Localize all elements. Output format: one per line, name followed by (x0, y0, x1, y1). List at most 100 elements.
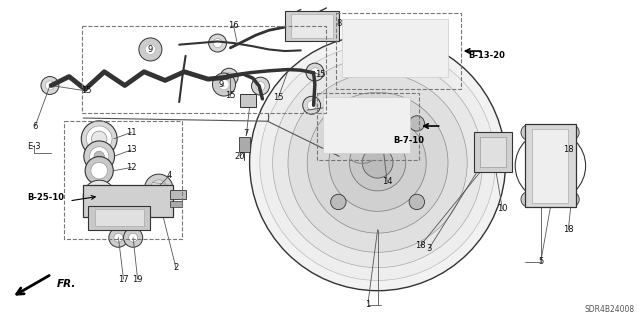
Text: 4: 4 (167, 171, 172, 180)
Circle shape (564, 192, 579, 207)
Circle shape (256, 82, 265, 91)
Text: 9: 9 (148, 45, 153, 54)
Text: 6: 6 (33, 122, 38, 130)
Text: B-25-10: B-25-10 (28, 193, 65, 202)
Circle shape (310, 68, 319, 77)
Bar (170, 201, 182, 207)
Text: 16: 16 (228, 21, 239, 30)
Text: E-3: E-3 (27, 142, 41, 151)
Circle shape (85, 157, 113, 185)
Text: 10: 10 (497, 204, 508, 213)
Circle shape (526, 142, 575, 190)
Bar (323, 97, 410, 153)
Circle shape (41, 77, 59, 94)
Text: 2: 2 (173, 263, 179, 272)
Circle shape (331, 194, 346, 210)
Circle shape (145, 44, 156, 55)
Circle shape (83, 180, 115, 212)
Circle shape (260, 45, 495, 280)
Bar (285, 11, 339, 41)
Circle shape (94, 151, 104, 161)
Circle shape (349, 135, 406, 191)
Text: 17: 17 (118, 275, 129, 284)
Text: 19: 19 (132, 275, 143, 284)
Circle shape (145, 174, 173, 202)
Bar (239, 137, 250, 152)
Circle shape (409, 116, 424, 131)
Circle shape (307, 101, 316, 110)
Circle shape (252, 77, 269, 95)
Circle shape (81, 121, 117, 157)
Text: 9: 9 (218, 80, 223, 89)
Text: 18: 18 (563, 145, 573, 154)
Text: 14: 14 (382, 177, 392, 186)
Circle shape (90, 147, 109, 166)
Circle shape (212, 73, 236, 96)
Circle shape (45, 81, 54, 90)
Circle shape (329, 114, 426, 211)
Text: SDR4B24008: SDR4B24008 (585, 305, 635, 314)
Circle shape (331, 116, 346, 131)
Bar (83, 185, 173, 217)
Circle shape (139, 38, 162, 61)
Text: 5: 5 (538, 257, 543, 266)
Text: 15: 15 (81, 86, 92, 95)
Bar (240, 94, 256, 107)
Bar (480, 137, 506, 167)
Circle shape (89, 186, 109, 206)
Bar (88, 206, 150, 230)
Circle shape (84, 141, 115, 172)
Circle shape (306, 63, 324, 81)
Circle shape (124, 228, 143, 247)
Circle shape (409, 194, 424, 210)
Circle shape (362, 147, 393, 178)
Text: 3: 3 (426, 244, 431, 253)
Bar (291, 14, 333, 38)
Text: 20: 20 (235, 152, 245, 161)
Circle shape (307, 92, 448, 233)
Circle shape (521, 125, 536, 140)
Text: FR.: FR. (56, 279, 76, 289)
Circle shape (92, 131, 107, 146)
Circle shape (490, 147, 502, 160)
Circle shape (479, 138, 496, 155)
Text: 15: 15 (315, 70, 325, 79)
Circle shape (303, 96, 321, 114)
Bar (342, 19, 448, 77)
Bar (82, 26, 326, 113)
Text: 15: 15 (225, 91, 236, 100)
Circle shape (521, 192, 536, 207)
Text: 1: 1 (365, 300, 371, 309)
Bar (525, 124, 576, 207)
Bar (532, 129, 568, 203)
Circle shape (109, 228, 128, 247)
Circle shape (288, 73, 467, 252)
Bar (317, 93, 419, 160)
Text: 13: 13 (126, 145, 136, 154)
Bar (336, 13, 461, 89)
Bar (64, 121, 182, 239)
Text: 7: 7 (244, 130, 249, 138)
Text: B-13-20: B-13-20 (468, 51, 505, 60)
Circle shape (213, 39, 222, 48)
Circle shape (129, 233, 138, 242)
Circle shape (220, 68, 238, 86)
Circle shape (568, 196, 575, 203)
Circle shape (564, 125, 579, 140)
Text: 18: 18 (563, 225, 573, 234)
Text: 8: 8 (337, 19, 342, 28)
Circle shape (273, 58, 483, 268)
Text: 11: 11 (126, 128, 136, 137)
Circle shape (209, 34, 227, 52)
Circle shape (250, 35, 506, 291)
Text: 12: 12 (126, 163, 136, 172)
Text: 15: 15 (273, 93, 284, 102)
Circle shape (86, 126, 112, 152)
Circle shape (225, 73, 234, 82)
Bar (95, 209, 144, 226)
Circle shape (219, 79, 229, 90)
Circle shape (150, 180, 167, 197)
Circle shape (91, 162, 108, 179)
Bar (474, 132, 512, 172)
Circle shape (515, 131, 586, 201)
